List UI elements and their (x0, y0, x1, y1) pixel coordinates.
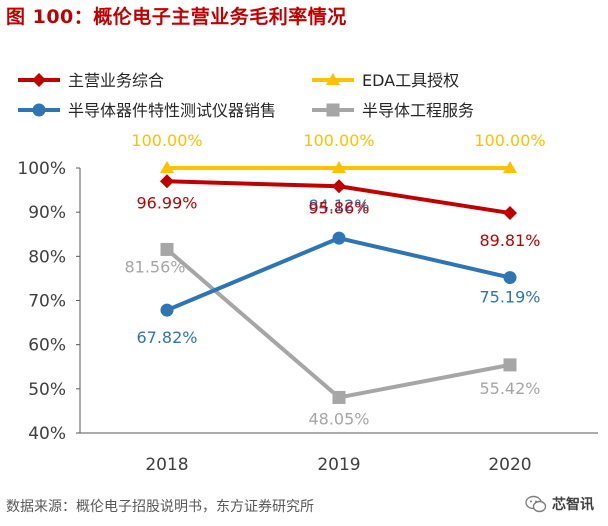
chart-series (160, 161, 517, 404)
data-point (160, 242, 174, 256)
data-point (160, 174, 174, 189)
data-point (503, 358, 517, 372)
y-tick-label: 50% (28, 380, 66, 400)
series-1 (160, 161, 517, 173)
wechat-icon (525, 495, 547, 513)
x-tick-label: 2020 (488, 455, 531, 475)
data-point (332, 161, 346, 173)
data-point (332, 390, 346, 404)
series-0 (160, 174, 517, 221)
y-tick-label: 70% (28, 292, 66, 312)
source-note: 数据来源：概伦电子招股说明书，东方证券研究所 (6, 499, 314, 515)
series-3 (160, 242, 517, 404)
legend-item: 半导体器件特性测试仪器销售 (18, 101, 276, 120)
legend-marker (32, 73, 46, 87)
legend-marker (326, 73, 340, 85)
series-line (166, 236, 511, 312)
data-point (160, 303, 174, 317)
data-label: 100.00% (474, 131, 545, 150)
data-point (332, 231, 346, 245)
data-label: 95.86% (308, 198, 369, 217)
data-point (503, 271, 517, 285)
data-label: 100.00% (303, 131, 374, 150)
legend-label: EDA工具授权 (362, 71, 459, 90)
data-label: 48.05% (308, 409, 369, 428)
data-label: 81.56% (124, 257, 185, 276)
data-point (332, 179, 346, 194)
y-tick-label: 90% (28, 203, 66, 223)
y-tick-label: 100% (17, 159, 66, 179)
x-tick-label: 2018 (145, 455, 188, 475)
legend-label: 半导体器件特性测试仪器销售 (68, 101, 276, 120)
data-point (503, 206, 517, 221)
data-label: 75.19% (479, 288, 540, 307)
data-label: 84.12% (308, 196, 369, 215)
data-label: 100.00% (131, 131, 202, 150)
data-label: 96.99% (136, 193, 197, 212)
series-2 (160, 231, 517, 317)
series-line (165, 247, 511, 400)
chart-axes: 40% 50% 60% 70% 80% 90% 100% 2018 2019 2020 (17, 159, 598, 475)
data-label: 89.81% (479, 231, 540, 250)
legend-item: 主营业务综合 (18, 71, 164, 90)
x-tick-label: 2019 (317, 455, 360, 475)
chart-data-labels: 81.56% 48.05% 55.42% 67.82% 84.12% 75.19% 96.9… (124, 131, 545, 428)
legend-item: EDA工具授权 (312, 71, 459, 90)
data-label: 67.82% (136, 328, 197, 347)
legend-marker (32, 103, 46, 117)
legend-item: 半导体工程服务 (312, 101, 474, 120)
y-tick-label: 40% (28, 424, 66, 444)
data-label: 55.42% (479, 379, 540, 398)
data-point (160, 161, 174, 173)
brand-watermark: 芯智讯 (525, 494, 594, 514)
brand-name: 芯智讯 (552, 497, 594, 513)
figure-title: 图 100：概伦电子主营业务毛利率情况 (6, 6, 347, 28)
legend-label: 半导体工程服务 (362, 101, 474, 120)
legend-label: 主营业务综合 (68, 71, 164, 90)
data-point (503, 161, 517, 173)
legend-marker (326, 103, 340, 117)
y-tick-label: 80% (28, 247, 66, 267)
y-tick-label: 60% (28, 336, 66, 356)
